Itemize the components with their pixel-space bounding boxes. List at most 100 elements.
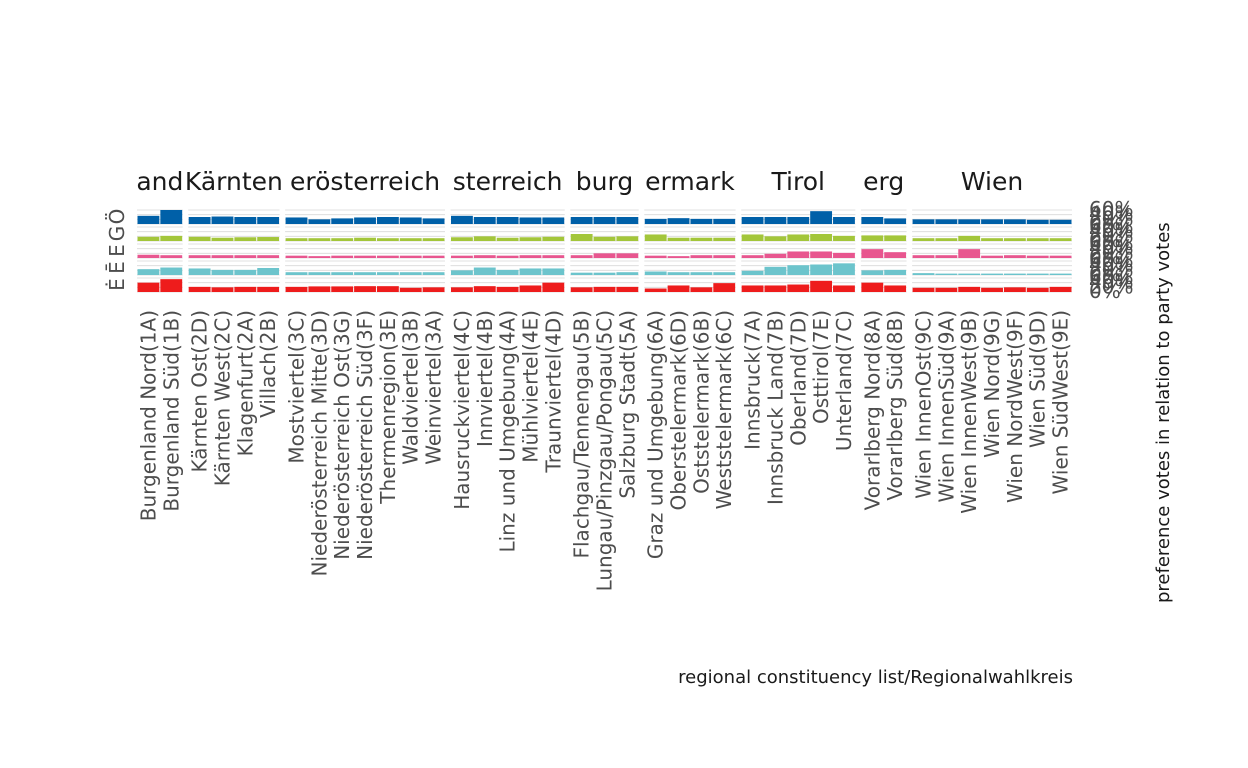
bar (935, 238, 958, 241)
bar (519, 285, 542, 292)
bar (667, 218, 690, 224)
bar (422, 272, 445, 275)
y-axis-title: preference votes in relation to party vo… (1153, 222, 1174, 603)
bar (764, 266, 787, 275)
bar (958, 273, 981, 275)
bar (451, 255, 473, 258)
facet-panels: and Burgenland Nord(1A)Burgenland Süd(1B)… (136, 167, 1072, 591)
bar (764, 285, 787, 292)
y-axis-ticks: 0%20%40%60%0%20%40%60%0%20%40%60%0%20%40… (1089, 197, 1133, 303)
x-tick-label: Klagenfurt(2A) (233, 310, 257, 456)
y-tick-label: 40% (1089, 202, 1133, 226)
bar (451, 237, 473, 241)
bar (285, 217, 308, 224)
x-axis-title: regional constituency list/Regionalwahlk… (678, 667, 1073, 688)
bar (861, 235, 884, 241)
y-tick-label: 60% (1089, 231, 1133, 255)
bar (1003, 273, 1026, 275)
bar (958, 235, 981, 241)
bar (473, 286, 496, 292)
bar (542, 255, 565, 258)
bar (285, 255, 308, 258)
bar (331, 238, 354, 241)
facet-strip-label: sterreich (453, 167, 563, 196)
bar (1003, 255, 1026, 258)
bar (958, 219, 981, 224)
bar (451, 287, 473, 292)
bar (211, 287, 234, 292)
bar (644, 271, 667, 275)
y-tick-label: 0% (1089, 228, 1121, 252)
bar (616, 236, 639, 241)
x-tick-label: Wien Süd(9D) (1026, 310, 1050, 448)
y-tick-label: 40% (1089, 236, 1133, 260)
bar (593, 286, 616, 292)
bar (188, 286, 211, 292)
bar (935, 255, 958, 258)
bar (1026, 273, 1049, 275)
bar (570, 272, 593, 275)
x-tick-label: Wien InnenWest(9B) (957, 310, 981, 514)
bar (690, 237, 713, 241)
bar (376, 255, 399, 258)
bar (285, 238, 308, 241)
bar (399, 217, 422, 224)
x-tick-label: Burgenland Süd(1B) (159, 310, 183, 512)
x-tick-label: Niederösterreich Süd(3F) (353, 310, 377, 560)
row-label: E (105, 244, 129, 257)
x-tick-label: Niederösterreich Ost(3G) (330, 310, 354, 560)
bar (399, 255, 422, 258)
bar (160, 255, 183, 258)
x-tick-label: Osttirol(7E) (809, 310, 833, 424)
bar (331, 272, 354, 275)
bar (593, 217, 616, 224)
bar (160, 235, 183, 241)
bar (188, 236, 211, 241)
bar (713, 272, 736, 275)
bar (912, 255, 935, 258)
x-tick-label: Innsbruck Land(7B) (763, 310, 787, 505)
bar (810, 234, 833, 241)
x-tick-label: Vorarlberg Nord(8A) (860, 310, 884, 510)
y-tick-label: 0% (1089, 262, 1121, 286)
bar (570, 255, 593, 258)
facet-strip-label: Kärnten (185, 167, 283, 196)
row-label: Ē (105, 261, 129, 274)
bar (1049, 219, 1072, 224)
x-tick-label: Wien NordWest(9F) (1003, 310, 1027, 503)
bar (257, 237, 280, 241)
bar (884, 252, 907, 258)
bar (833, 263, 855, 275)
bar (981, 238, 1003, 241)
bar (570, 234, 593, 241)
bar (160, 279, 183, 292)
bar (690, 218, 713, 224)
bar (616, 272, 639, 275)
bar (519, 217, 542, 224)
bar (1049, 273, 1072, 275)
row-label: G (105, 226, 129, 242)
bar (399, 287, 422, 292)
bar (787, 265, 810, 275)
facet-panel: and Burgenland Nord(1A)Burgenland Süd(1B) (136, 167, 183, 521)
bar (912, 219, 935, 224)
bar (542, 268, 565, 275)
bar (981, 255, 1003, 258)
bar (667, 285, 690, 292)
bar (211, 216, 234, 224)
bar (593, 236, 616, 241)
bar (741, 217, 764, 224)
bar (912, 273, 935, 275)
x-tick-label: Oberstelermark(6D) (667, 310, 691, 511)
bar (833, 217, 855, 224)
bar (1026, 219, 1049, 224)
y-tick-label: 0% (1089, 279, 1121, 303)
facet-strip-label: erg (863, 167, 904, 196)
bar (1049, 238, 1072, 241)
bar (861, 249, 884, 258)
bar (451, 270, 473, 275)
facet-strip-label: erösterreich (290, 167, 440, 196)
bar (160, 210, 183, 224)
